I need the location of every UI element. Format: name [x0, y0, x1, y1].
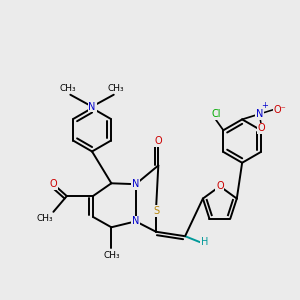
- Text: CH₃: CH₃: [108, 84, 124, 93]
- Text: O: O: [216, 181, 224, 191]
- Text: N: N: [132, 179, 140, 189]
- Text: +: +: [261, 101, 268, 110]
- Text: O: O: [258, 123, 266, 133]
- Text: Cl: Cl: [211, 110, 221, 119]
- Text: O⁻: O⁻: [274, 105, 286, 115]
- Text: N: N: [132, 216, 140, 226]
- Text: CH₃: CH₃: [60, 84, 76, 93]
- Text: N: N: [256, 109, 263, 119]
- Text: O: O: [50, 179, 57, 189]
- Text: CH₃: CH₃: [36, 214, 53, 224]
- Text: CH₃: CH₃: [103, 251, 120, 260]
- Text: O: O: [154, 136, 162, 146]
- Text: S: S: [153, 206, 159, 216]
- Text: H: H: [201, 237, 208, 247]
- Text: N: N: [88, 102, 96, 112]
